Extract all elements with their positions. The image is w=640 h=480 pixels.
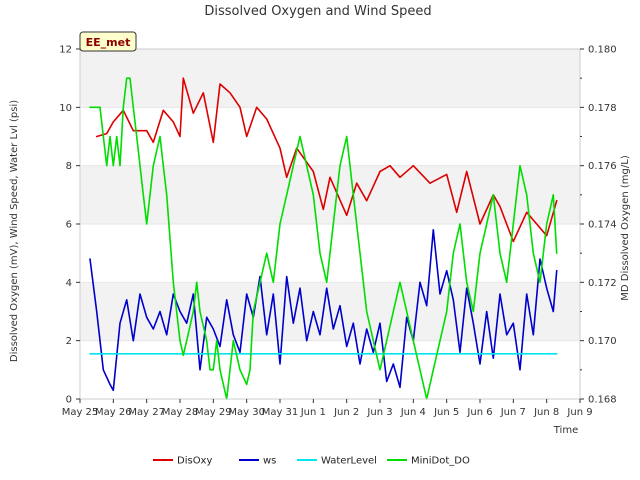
x-tick-label: May 29: [195, 407, 232, 418]
x-tick-label: Jun 8: [533, 407, 559, 418]
legend-label: MiniDot_DO: [411, 456, 470, 467]
left-y-tick-label: 12: [59, 45, 72, 56]
site-badge-box: [79, 31, 137, 52]
x-tick-label: Jun 6: [466, 407, 492, 418]
site-badge-label: EE_met: [86, 36, 131, 49]
right-y-tick-label: 0.176: [588, 161, 617, 172]
right-y-axis-ticks: 0.168 0.170 0.172 0.174 0.176 0.178 0.180: [580, 45, 617, 406]
left-y-tick-label: 4: [66, 278, 72, 289]
legend-item: WaterLevel: [297, 456, 377, 467]
x-tick-label: May 31: [262, 407, 299, 418]
legend-item: MiniDot_DO: [387, 456, 470, 467]
x-tick-label: Jun 5: [433, 407, 459, 418]
series-layer: [89, 77, 558, 400]
legend-label: DisOxy: [177, 456, 212, 467]
legend-label: ws: [263, 456, 276, 467]
right-y-tick-label: 0.170: [588, 336, 617, 347]
right-y-tick-label: 0.168: [588, 395, 617, 406]
left-y-tick-label: 10: [59, 103, 72, 114]
left-y-tick-label: 2: [66, 336, 72, 347]
x-tick-label: May 27: [128, 407, 165, 418]
left-y-axis-ticks: 0 2 4 6 8 10 12: [59, 45, 80, 406]
chart-title: Dissolved Oxygen and Wind Speed: [204, 4, 431, 19]
right-y-tick-label: 0.174: [588, 220, 617, 231]
series-line-minidot-do: [89, 77, 558, 400]
left-y-tick-label: 6: [66, 220, 72, 231]
x-tick-label: May 26: [95, 407, 132, 418]
x-tick-label: May 30: [228, 407, 265, 418]
background-band: [80, 165, 580, 224]
x-tick-label: May 25: [62, 407, 99, 418]
background-bands: [80, 49, 580, 341]
right-y-tick-label: 0.180: [588, 45, 617, 56]
left-y-tick-label: 8: [66, 161, 72, 172]
legend: DisOxy ws WaterLevel MiniDot_DO: [153, 456, 470, 467]
background-band: [80, 49, 580, 108]
x-tick-label: May 28: [162, 407, 199, 418]
x-tick-label: Jun 7: [500, 407, 526, 418]
x-tick-label: Jun 3: [366, 407, 392, 418]
x-tick-label: Jun 1: [300, 407, 326, 418]
right-y-tick-label: 0.172: [588, 278, 617, 289]
right-y-axis-label: MD Dissolved Oxygen (mg/L): [620, 155, 631, 301]
right-y-tick-label: 0.178: [588, 103, 617, 114]
left-y-tick-label: 0: [66, 395, 72, 406]
x-tick-label: Jun 2: [333, 407, 359, 418]
x-axis-label: Time: [553, 425, 578, 436]
series-line-ws: [89, 229, 558, 392]
site-badge: EE_met: [79, 31, 137, 52]
x-tick-label: Jun 9: [566, 407, 592, 418]
legend-item: DisOxy: [153, 456, 212, 467]
legend-item: ws: [239, 456, 276, 467]
x-tick-label: Jun 4: [400, 407, 426, 418]
left-y-axis-label: Dissolved Oxygen (mV), Wind Speed, Water…: [9, 100, 20, 362]
legend-label: WaterLevel: [321, 456, 377, 467]
